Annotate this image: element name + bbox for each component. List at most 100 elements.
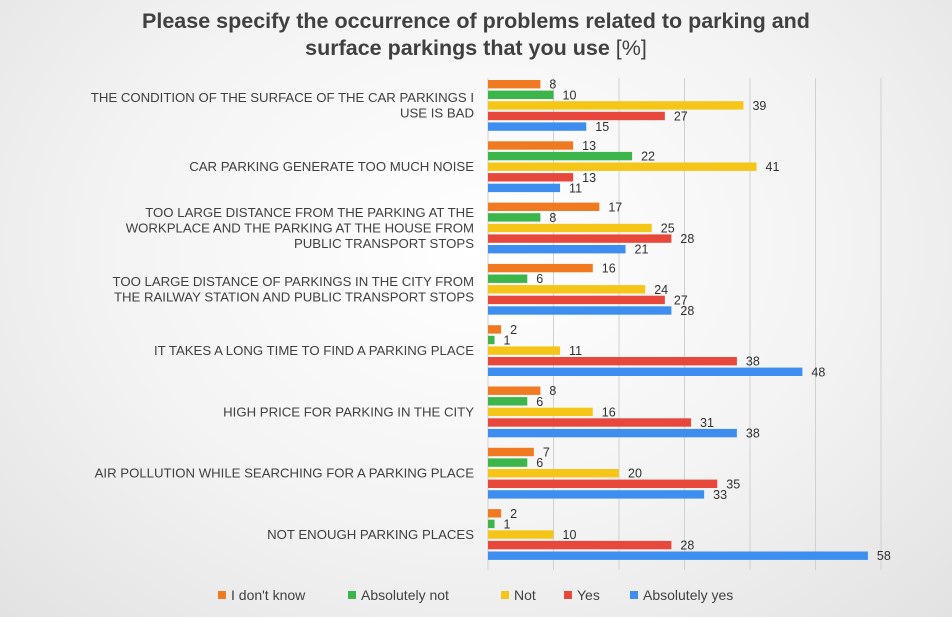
bar bbox=[488, 397, 528, 406]
bar bbox=[488, 306, 672, 315]
data-label: 11 bbox=[569, 181, 582, 195]
category-label: TOO LARGE DISTANCE OF PARKINGS IN THE CI… bbox=[113, 274, 475, 305]
category-label-line: TOO LARGE DISTANCE OF PARKINGS IN THE CI… bbox=[113, 274, 474, 289]
data-label: 38 bbox=[746, 355, 760, 369]
bar bbox=[488, 162, 757, 171]
bar bbox=[488, 509, 502, 518]
data-label: 6 bbox=[536, 272, 543, 286]
bar bbox=[488, 202, 600, 211]
bar bbox=[488, 141, 574, 150]
legend-entry: Absolutely not bbox=[361, 587, 449, 603]
category-label-line: THE RAILWAY STATION AND PUBLIC TRANSPORT… bbox=[114, 290, 474, 305]
data-label: 48 bbox=[811, 365, 825, 379]
data-label: 13 bbox=[582, 139, 596, 153]
bar bbox=[488, 151, 633, 161]
data-labels: 8131716287210228616613941252411162010271… bbox=[504, 78, 891, 564]
data-label: 39 bbox=[752, 99, 766, 113]
legend-entry: Not bbox=[514, 587, 536, 603]
data-label: 15 bbox=[595, 120, 609, 134]
data-label: 1 bbox=[504, 334, 511, 348]
category-label: IT TAKES A LONG TIME TO FIND A PARKING P… bbox=[154, 343, 474, 358]
category-labels: THE CONDITION OF THE SURFACE OF THE CAR … bbox=[91, 90, 474, 542]
chart-title-line: surface parkings that you use [%] bbox=[305, 36, 647, 60]
category-label-line: TOO LARGE DISTANCE FROM THE PARKING AT T… bbox=[145, 205, 474, 220]
data-label: 28 bbox=[680, 232, 694, 246]
category-label-line: IT TAKES A LONG TIME TO FIND A PARKING P… bbox=[154, 343, 474, 358]
data-label: 1 bbox=[504, 517, 511, 531]
category-label: HIGH PRICE FOR PARKING IN THE CITY bbox=[223, 404, 474, 419]
legend-swatch bbox=[501, 591, 509, 599]
data-label: 28 bbox=[680, 304, 694, 318]
data-label: 27 bbox=[674, 110, 688, 124]
data-label: 58 bbox=[877, 549, 891, 563]
bar bbox=[488, 519, 495, 529]
data-label: 17 bbox=[608, 200, 622, 214]
bar bbox=[488, 245, 626, 254]
bar bbox=[488, 223, 652, 233]
legend-swatch bbox=[564, 591, 572, 599]
bar bbox=[488, 111, 665, 121]
bar bbox=[488, 183, 561, 193]
bar bbox=[488, 90, 554, 99]
data-label: 6 bbox=[536, 456, 543, 470]
data-label: 11 bbox=[569, 344, 582, 358]
data-label: 2 bbox=[510, 507, 517, 521]
category-label-line: THE CONDITION OF THE SURFACE OF THE CAR … bbox=[91, 90, 474, 105]
legend-swatch bbox=[218, 591, 226, 599]
category-label-line: PUBLIC TRANSPORT STOPS bbox=[294, 236, 474, 251]
data-label: 27 bbox=[674, 293, 688, 307]
data-label: 21 bbox=[635, 243, 649, 257]
bar bbox=[488, 418, 692, 427]
bar bbox=[488, 263, 593, 273]
legend: I don't know Absolutely not Not Yes Absolute… bbox=[218, 587, 733, 603]
data-label: 8 bbox=[549, 211, 556, 225]
bar bbox=[488, 458, 528, 467]
bar bbox=[488, 367, 803, 376]
legend-entry: I don't know bbox=[231, 587, 306, 603]
data-label: 24 bbox=[654, 283, 668, 297]
bar bbox=[488, 540, 672, 550]
category-label-line: WORKPLACE AND THE PARKING AT THE HOUSE F… bbox=[126, 221, 474, 236]
bar bbox=[488, 490, 705, 499]
bar bbox=[488, 173, 574, 182]
bar bbox=[488, 335, 495, 345]
category-label: THE CONDITION OF THE SURFACE OF THE CAR … bbox=[91, 90, 474, 121]
legend-entry: Yes bbox=[577, 587, 600, 603]
bar bbox=[488, 357, 737, 366]
data-label: 38 bbox=[746, 427, 760, 441]
data-label: 25 bbox=[661, 222, 675, 236]
category-label-line: CAR PARKING GENERATE TOO MUCH NOISE bbox=[189, 159, 474, 174]
legend-swatch bbox=[348, 591, 356, 599]
data-label: 10 bbox=[563, 88, 577, 102]
legend-swatch bbox=[630, 591, 638, 599]
data-label: 13 bbox=[582, 171, 596, 185]
bar bbox=[488, 346, 561, 355]
bar bbox=[488, 551, 868, 560]
bar bbox=[488, 234, 672, 243]
bar bbox=[488, 122, 587, 131]
data-label: 20 bbox=[628, 467, 642, 481]
bar bbox=[488, 325, 502, 334]
data-label: 2 bbox=[510, 323, 517, 337]
bar bbox=[488, 213, 541, 222]
data-label: 22 bbox=[641, 150, 655, 164]
category-label: AIR POLLUTION WHILE SEARCHING FOR A PARK… bbox=[95, 466, 475, 481]
category-label-line: AIR POLLUTION WHILE SEARCHING FOR A PARK… bbox=[95, 466, 475, 481]
bar bbox=[488, 386, 541, 395]
data-label: 41 bbox=[766, 160, 780, 174]
bar bbox=[488, 285, 646, 294]
data-label: 33 bbox=[713, 488, 727, 502]
data-label: 8 bbox=[549, 78, 556, 92]
bar bbox=[488, 479, 718, 488]
data-label: 7 bbox=[543, 446, 550, 460]
bar bbox=[488, 447, 534, 457]
data-label: 35 bbox=[726, 477, 740, 491]
bar bbox=[488, 295, 665, 305]
category-label-line: USE IS BAD bbox=[400, 106, 474, 121]
bar bbox=[488, 101, 744, 110]
category-label: TOO LARGE DISTANCE FROM THE PARKING AT T… bbox=[126, 205, 475, 251]
bar bbox=[488, 428, 737, 438]
legend-entry: Absolutely yes bbox=[643, 587, 733, 603]
